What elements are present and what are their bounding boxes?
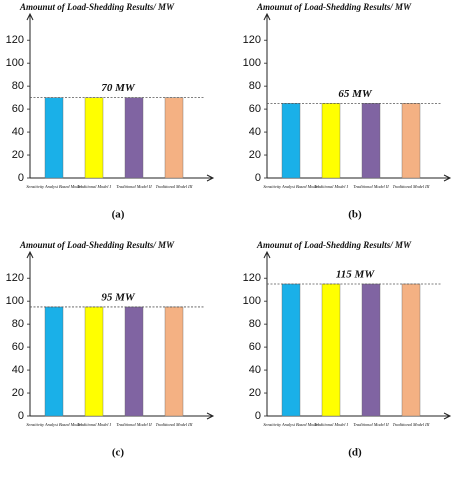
bar: [361, 283, 381, 417]
y-tick-label: 120: [243, 272, 261, 284]
bar: [321, 103, 341, 179]
annotation: 70 MW: [101, 82, 136, 94]
bar: [321, 283, 341, 417]
panel-caption: (d): [348, 447, 362, 459]
x-axis-arrow: [443, 174, 452, 182]
x-tick-label: Traditional Model II: [116, 422, 152, 427]
bar: [124, 97, 144, 179]
bar: [84, 306, 104, 417]
y-tick-label: 0: [255, 410, 261, 422]
y-tick-label: 20: [12, 149, 24, 161]
annotation: 95 MW: [101, 291, 136, 303]
y-tick-label: 0: [255, 172, 261, 184]
panel-caption: (a): [112, 209, 125, 221]
y-tick-label: 100: [6, 295, 24, 307]
bar: [124, 306, 144, 417]
y-tick-label: 80: [249, 318, 261, 330]
y-tick-label: 120: [243, 34, 261, 46]
y-axis-arrow: [26, 250, 34, 259]
y-tick-label: 80: [249, 80, 261, 92]
bar: [281, 283, 301, 417]
y-tick-label: 0: [18, 172, 24, 184]
chart-title: Amounut of Load-Shedding Results/ MW: [256, 2, 412, 12]
chart-title: Amounut of Load-Shedding Results/ MW: [256, 240, 412, 250]
annotation: 65 MW: [338, 88, 373, 100]
y-axis-arrow: [26, 12, 34, 21]
x-tick-label: Traditional Model III: [156, 184, 193, 189]
y-tick-label: 120: [6, 272, 24, 284]
x-tick-label: Traditional Model II: [353, 422, 389, 427]
y-tick-label: 100: [243, 57, 261, 69]
bar: [44, 97, 64, 179]
chart-title: Amounut of Load-Shedding Results/ MW: [19, 2, 175, 12]
bar: [281, 103, 301, 179]
x-axis-arrow: [443, 412, 452, 420]
panel-caption: (b): [348, 209, 362, 221]
annotation: 115 MW: [336, 268, 375, 280]
x-tick-label: Traditional Model I: [314, 422, 348, 427]
y-tick-label: 40: [12, 364, 24, 376]
x-tick-label: Sensitivity Analysi Based Model: [26, 422, 82, 427]
panel-caption: (c): [112, 447, 125, 459]
x-tick-label: Traditional Model I: [77, 422, 111, 427]
y-tick-label: 80: [12, 318, 24, 330]
x-axis-arrow: [206, 412, 215, 420]
x-tick-label: Traditional Model III: [393, 184, 430, 189]
y-tick-label: 0: [18, 410, 24, 422]
y-tick-label: 20: [12, 387, 24, 399]
x-tick-label: Sensitivity Analysi Based Model: [263, 184, 319, 189]
y-tick-label: 40: [249, 364, 261, 376]
y-tick-label: 60: [12, 341, 24, 353]
x-tick-label: Traditional Model II: [353, 184, 389, 189]
x-tick-label: Traditional Model III: [156, 422, 193, 427]
x-axis-arrow: [206, 174, 215, 182]
y-axis-arrow: [263, 250, 271, 259]
bar: [164, 306, 184, 417]
x-tick-label: Sensitivity Analysi Based Model: [263, 422, 319, 427]
y-tick-label: 120: [6, 34, 24, 46]
y-tick-label: 100: [243, 295, 261, 307]
bar: [164, 97, 184, 179]
y-tick-label: 80: [12, 80, 24, 92]
x-tick-label: Traditional Model II: [116, 184, 152, 189]
x-tick-label: Traditional Model III: [393, 422, 430, 427]
bar: [84, 97, 104, 179]
y-tick-label: 60: [249, 103, 261, 115]
bar: [401, 283, 421, 417]
y-tick-label: 20: [249, 387, 261, 399]
y-axis-arrow: [263, 12, 271, 21]
y-tick-label: 60: [12, 103, 24, 115]
y-tick-label: 40: [249, 126, 261, 138]
x-tick-label: Traditional Model I: [314, 184, 348, 189]
chart-title: Amounut of Load-Shedding Results/ MW: [19, 240, 175, 250]
bar: [361, 103, 381, 179]
y-tick-label: 100: [6, 57, 24, 69]
x-tick-label: Traditional Model I: [77, 184, 111, 189]
bar: [44, 306, 64, 417]
y-tick-label: 60: [249, 341, 261, 353]
y-tick-label: 40: [12, 126, 24, 138]
x-tick-label: Sensitivity Analysi Based Model: [26, 184, 82, 189]
y-tick-label: 20: [249, 149, 261, 161]
bar: [401, 103, 421, 179]
